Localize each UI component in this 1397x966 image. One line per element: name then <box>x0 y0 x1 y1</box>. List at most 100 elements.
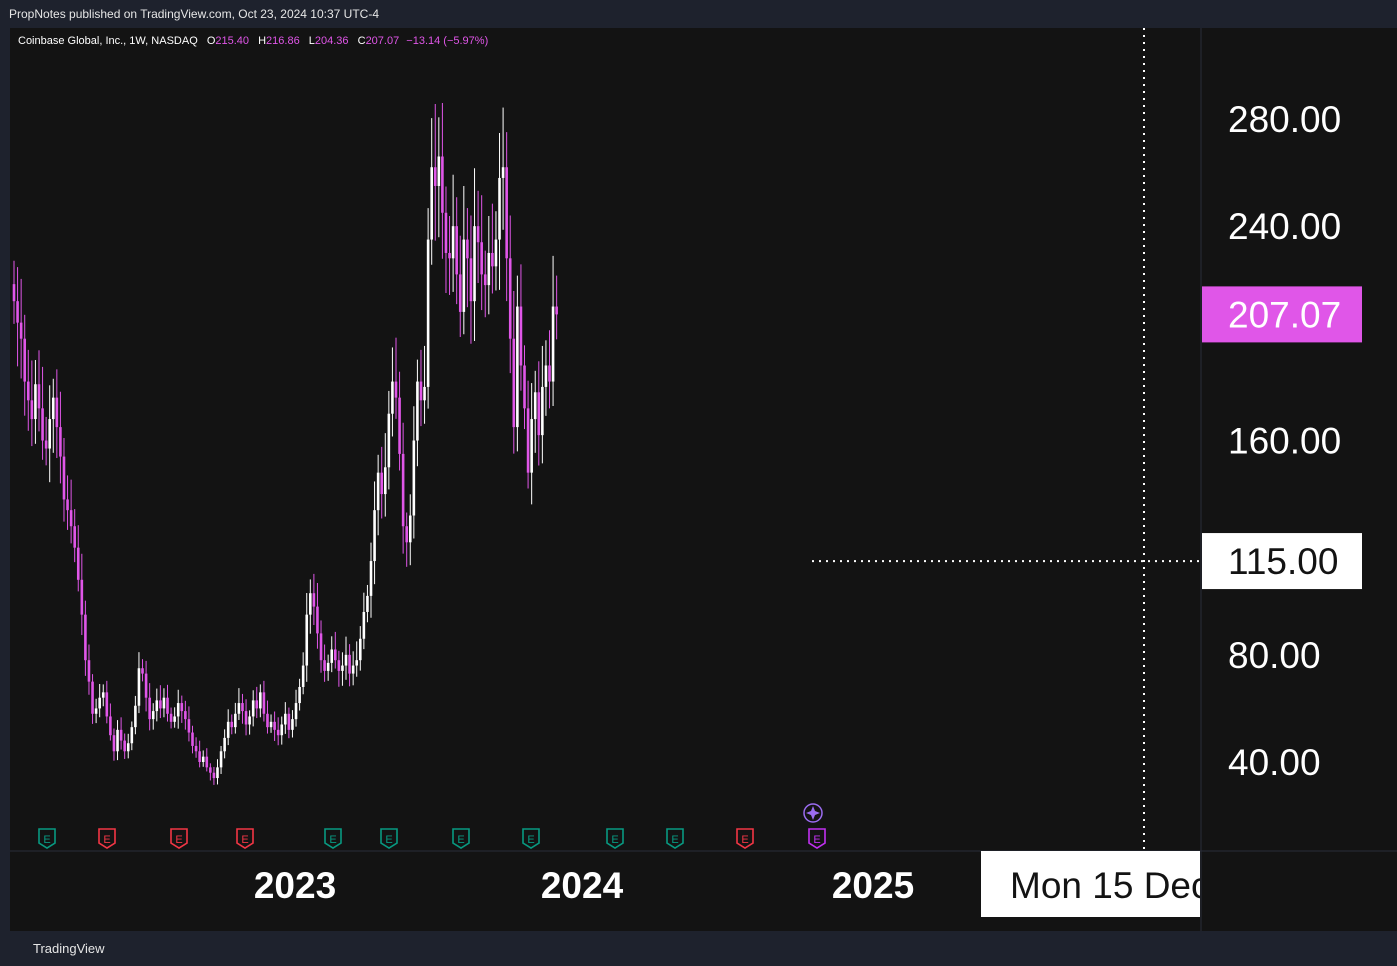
earnings-marker[interactable]: E <box>606 828 624 849</box>
candle-body <box>337 660 341 671</box>
candle-body <box>76 547 80 580</box>
earnings-marker[interactable]: E <box>522 828 540 849</box>
earnings-letter: E <box>329 834 336 846</box>
candle-body <box>541 386 544 436</box>
candle-body <box>351 665 355 674</box>
candle-body <box>94 708 98 714</box>
change-value: −13.14 (−5.97%) <box>406 35 489 47</box>
candle-body <box>508 258 512 339</box>
candle-body <box>301 665 305 687</box>
earnings-letter: E <box>457 834 464 846</box>
candle-body <box>312 593 316 607</box>
candle-body <box>141 668 144 674</box>
candle-body <box>458 274 462 312</box>
symbol-info: Coinbase Global, Inc., 1W, NASDAQ <box>18 35 198 47</box>
candle-body <box>137 668 141 706</box>
candle-body <box>276 729 280 736</box>
candle-body <box>198 751 201 762</box>
earnings-marker[interactable]: E <box>666 828 684 849</box>
candle-body <box>380 472 384 495</box>
candle-body <box>316 606 319 634</box>
candle-body <box>216 767 219 779</box>
candle-body <box>162 697 166 709</box>
chart-panel[interactable] <box>10 28 1397 931</box>
candle-body <box>483 274 487 286</box>
candle-body <box>234 713 237 728</box>
candle-body <box>166 697 169 714</box>
earnings-badge <box>380 828 398 849</box>
candle-body <box>191 732 194 746</box>
candle-body <box>244 711 248 725</box>
earnings-letter: E <box>527 834 534 846</box>
high-label: H <box>258 35 267 47</box>
candle-body <box>84 614 87 661</box>
candle-body <box>151 711 155 720</box>
candle-body <box>176 703 180 717</box>
candle-body <box>59 427 62 457</box>
earnings-badge <box>236 828 254 849</box>
candle-body <box>280 724 284 736</box>
candle-body <box>362 611 366 639</box>
candle-body <box>433 167 437 186</box>
candle-body <box>405 526 408 543</box>
price-tick-label: 160.00 <box>1228 421 1341 462</box>
candle-body <box>373 510 376 562</box>
candle-body <box>501 167 505 178</box>
earnings-marker[interactable]: E <box>736 828 754 849</box>
candle-body <box>212 772 216 779</box>
earnings-letter: E <box>241 834 248 846</box>
candle-body <box>30 400 34 420</box>
time-tick-label: 2023 <box>254 865 336 906</box>
candle-body <box>101 692 105 698</box>
earnings-badge <box>38 828 56 849</box>
candle-body <box>119 729 123 741</box>
candle-body <box>419 381 423 401</box>
earnings-marker[interactable]: E <box>452 828 470 849</box>
earnings-badge <box>98 828 116 849</box>
price-tick-label: 240.00 <box>1228 206 1341 247</box>
candle-body <box>187 719 191 733</box>
candle-body <box>537 392 541 436</box>
earnings-marker[interactable]: E <box>170 828 188 849</box>
candle-body <box>209 767 212 773</box>
candle-body <box>394 381 398 398</box>
earnings-badge <box>666 828 684 849</box>
candle-body <box>319 633 323 661</box>
candle-body <box>416 381 419 441</box>
earnings-marker[interactable]: E <box>808 828 826 849</box>
candle-body <box>116 729 119 752</box>
chart-legend: Coinbase Global, Inc., 1W, NASDAQ O215.4… <box>18 35 488 47</box>
candle-body <box>12 284 16 302</box>
open-value: 215.40 <box>215 35 250 47</box>
candle-body <box>69 510 73 527</box>
candle-body <box>519 306 523 366</box>
candle-body <box>334 649 337 661</box>
earnings-marker[interactable]: E <box>38 828 56 849</box>
candle-body <box>383 467 387 495</box>
earnings-badge <box>606 828 624 849</box>
candle-body <box>533 392 537 420</box>
candle-body <box>23 338 27 382</box>
candle-body <box>391 381 394 414</box>
earnings-marker[interactable]: E <box>324 828 342 849</box>
candle-body <box>48 419 51 449</box>
earnings-marker[interactable]: E <box>98 828 116 849</box>
candle-body <box>309 593 312 615</box>
candle-body <box>494 239 498 267</box>
earnings-letter: E <box>611 834 618 846</box>
event-icon[interactable] <box>803 803 823 823</box>
candle-body <box>98 697 101 709</box>
candle-body <box>230 721 234 728</box>
candle-body <box>437 156 441 186</box>
price-axis: 280.00 240.00 160.00 80.00 40.00 <box>1228 99 1341 783</box>
candle-body <box>423 386 426 401</box>
candle-body <box>251 700 255 717</box>
candle-body <box>123 740 126 752</box>
candle-body <box>205 756 209 768</box>
high-value: 216.86 <box>266 35 300 47</box>
earnings-badge <box>736 828 754 849</box>
earnings-marker[interactable]: E <box>380 828 398 849</box>
time-axis: 2023 2024 2025 <box>254 865 914 906</box>
earnings-marker[interactable]: E <box>236 828 254 849</box>
